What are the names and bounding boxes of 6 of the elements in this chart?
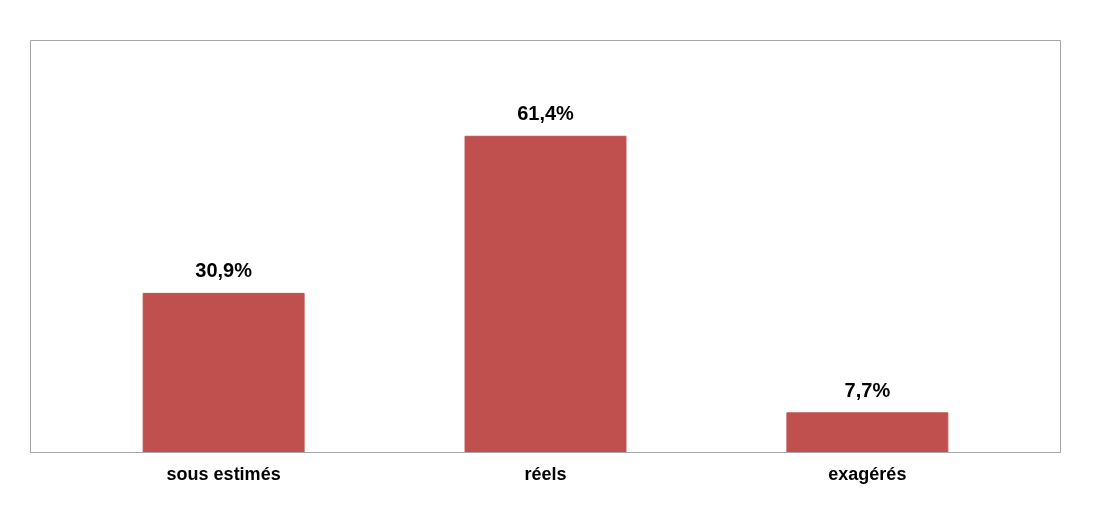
x-tick-label: réels (524, 463, 567, 484)
data-label: 61,4% (517, 102, 575, 125)
x-tick-label: exagérés (828, 463, 907, 484)
data-label: 30,9% (195, 259, 253, 282)
data-label: 7,7% (844, 378, 891, 401)
x-tick-label: sous estimés (166, 463, 281, 484)
